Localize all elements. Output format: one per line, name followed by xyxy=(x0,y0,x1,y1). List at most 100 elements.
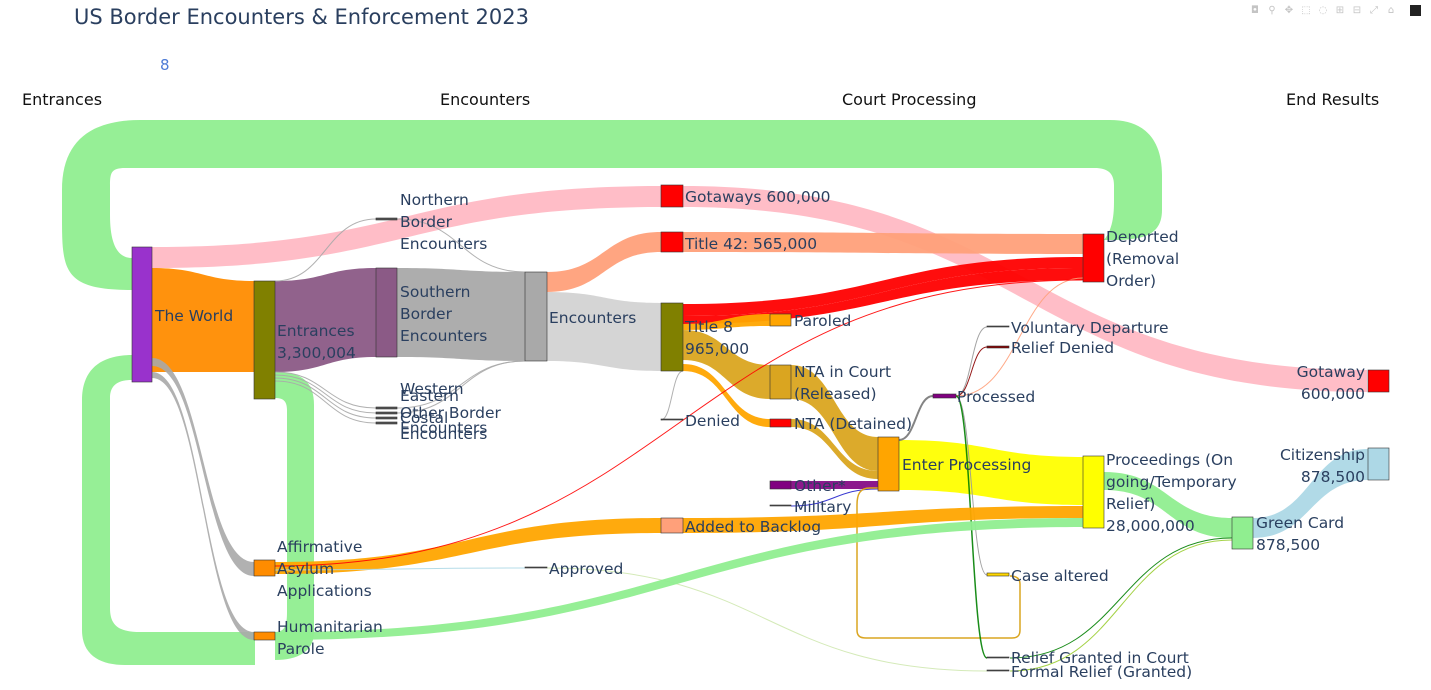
slider-value[interactable]: 8 xyxy=(160,56,170,74)
link-entrances-loop[interactable] xyxy=(275,372,314,660)
node-title42[interactable] xyxy=(660,231,684,253)
link-nta-detained-processing[interactable] xyxy=(791,419,878,479)
zoom-out-icon[interactable]: ⊟ xyxy=(1352,4,1362,16)
link-entrances-coastal[interactable] xyxy=(274,380,377,424)
label-coastal: Costal xyxy=(400,409,448,427)
link-processing-processed[interactable] xyxy=(898,395,934,441)
box-select-icon[interactable]: ⬚ xyxy=(1301,4,1311,16)
link-world-gotaways[interactable] xyxy=(152,186,661,268)
node-southern[interactable] xyxy=(375,267,398,358)
camera-icon[interactable]: ◘ xyxy=(1251,4,1259,16)
chart-title: US Border Encounters & Enforcement 2023 xyxy=(74,5,529,29)
node-western[interactable] xyxy=(375,406,398,410)
link-world-humanitarian[interactable] xyxy=(152,372,254,640)
link-affirmative-deported[interactable] xyxy=(274,279,1084,567)
link-encounters-title8[interactable] xyxy=(547,292,661,371)
node-nta-detained[interactable] xyxy=(769,418,792,428)
link-military-processing[interactable] xyxy=(790,488,879,507)
node-added-backlog[interactable] xyxy=(660,517,684,534)
link-world-entrances[interactable] xyxy=(152,268,254,372)
link-title8-deported-b[interactable] xyxy=(683,268,1083,324)
modebar: ◘ ⚲ ✥ ⬚ ◌ ⊞ ⊟ ⤢ ⌂ xyxy=(1249,4,1421,16)
column-header-court-processing: Court Processing xyxy=(842,90,977,109)
node-gotaways[interactable] xyxy=(660,184,684,208)
link-processed-case-altered[interactable] xyxy=(955,395,988,576)
link-processed-relief-denied[interactable] xyxy=(955,346,988,397)
node-relief-denied[interactable] xyxy=(986,345,1010,349)
node-northern[interactable] xyxy=(375,217,398,221)
label-other-border: Other Border xyxy=(400,404,502,422)
node-gotaway-end[interactable] xyxy=(1367,369,1390,393)
link-world-deported-loop[interactable] xyxy=(62,120,1162,290)
link-title42-deported[interactable] xyxy=(683,232,1083,254)
node-green-card[interactable] xyxy=(1231,516,1254,550)
node-title8[interactable] xyxy=(660,302,684,372)
link-entrances-northern[interactable] xyxy=(274,218,377,282)
plotly-logo[interactable] xyxy=(1410,4,1421,16)
link-northern-encounters[interactable] xyxy=(396,218,526,273)
link-processing-case-altered[interactable] xyxy=(856,487,1021,639)
reset-icon[interactable]: ⌂ xyxy=(1387,4,1395,16)
node-other[interactable] xyxy=(769,480,792,490)
link-relief-granted-greencard[interactable] xyxy=(1009,537,1233,659)
link-entrances-western[interactable] xyxy=(274,371,377,409)
link-processed-voluntary[interactable] xyxy=(955,326,988,397)
label-voluntary: Voluntary Departure xyxy=(1011,319,1169,337)
link-title8-paroled[interactable] xyxy=(683,314,770,330)
node-relief-granted[interactable] xyxy=(986,656,1010,659)
node-deported[interactable] xyxy=(1082,233,1105,283)
link-entrances-southern[interactable] xyxy=(275,268,376,372)
link-title8-deported-a[interactable] xyxy=(683,257,1083,316)
node-nta-released[interactable] xyxy=(769,364,792,400)
node-encounters[interactable] xyxy=(524,271,548,362)
pan-icon[interactable]: ✥ xyxy=(1284,4,1294,16)
link-greencard-citizenship[interactable] xyxy=(1253,449,1368,538)
node-coastal[interactable] xyxy=(375,421,398,425)
node-citizenship[interactable] xyxy=(1367,447,1390,481)
link-humanitarian-proceedings[interactable] xyxy=(275,518,1083,640)
link-affirmative-approved[interactable] xyxy=(274,567,526,571)
node-processed[interactable] xyxy=(932,393,957,399)
link-entrances-other[interactable] xyxy=(274,377,377,419)
node-case-altered[interactable] xyxy=(986,572,1010,577)
link-title8-nta-released[interactable] xyxy=(683,330,770,399)
link-world-affirmative[interactable] xyxy=(152,358,254,576)
link-backlog-proceedings[interactable] xyxy=(683,506,1083,533)
link-processed-deported[interactable] xyxy=(955,277,1084,397)
link-title8-nta-detained[interactable] xyxy=(683,364,770,427)
autoscale-icon[interactable]: ⤢ xyxy=(1370,4,1378,16)
link-other-processing[interactable] xyxy=(791,481,878,489)
link-approved-formal[interactable] xyxy=(546,567,988,672)
node-formal-relief[interactable] xyxy=(986,669,1010,672)
node-other-border[interactable] xyxy=(375,416,398,420)
link-encounters-title42[interactable] xyxy=(547,232,661,292)
node-denied[interactable] xyxy=(660,418,684,421)
node-voluntary[interactable] xyxy=(986,325,1010,328)
node-approved[interactable] xyxy=(524,566,548,569)
link-proceedings-greencard[interactable] xyxy=(1104,472,1232,538)
link-nta-released-processing[interactable] xyxy=(791,365,878,471)
link-eastern-encounters[interactable] xyxy=(396,360,526,414)
link-formal-greencard[interactable] xyxy=(1009,539,1233,672)
zoom-in-icon[interactable]: ⊞ xyxy=(1335,4,1345,16)
node-world[interactable] xyxy=(131,246,153,383)
lasso-icon[interactable]: ◌ xyxy=(1318,4,1328,16)
link-southern-encounters[interactable] xyxy=(397,268,525,361)
node-entrances[interactable] xyxy=(253,280,276,400)
link-title8-denied[interactable] xyxy=(660,370,684,421)
node-humanitarian[interactable] xyxy=(253,631,276,641)
node-military[interactable] xyxy=(769,504,792,507)
link-gotaways-gotaway[interactable] xyxy=(683,186,1367,392)
label-title8: Title 8 965,000 xyxy=(684,318,749,358)
node-enter-processing[interactable] xyxy=(877,436,900,492)
node-eastern[interactable] xyxy=(375,411,398,415)
link-entrances-eastern[interactable] xyxy=(274,374,377,414)
link-humanitarian-loop[interactable] xyxy=(82,355,255,665)
zoom-icon[interactable]: ⚲ xyxy=(1268,4,1276,16)
node-paroled[interactable] xyxy=(769,313,792,327)
link-processing-proceedings[interactable] xyxy=(899,440,1083,505)
node-proceedings[interactable] xyxy=(1082,455,1105,529)
node-affirmative[interactable] xyxy=(253,559,276,577)
label-affirmative: Affirmative Asylum Applications xyxy=(277,538,372,600)
